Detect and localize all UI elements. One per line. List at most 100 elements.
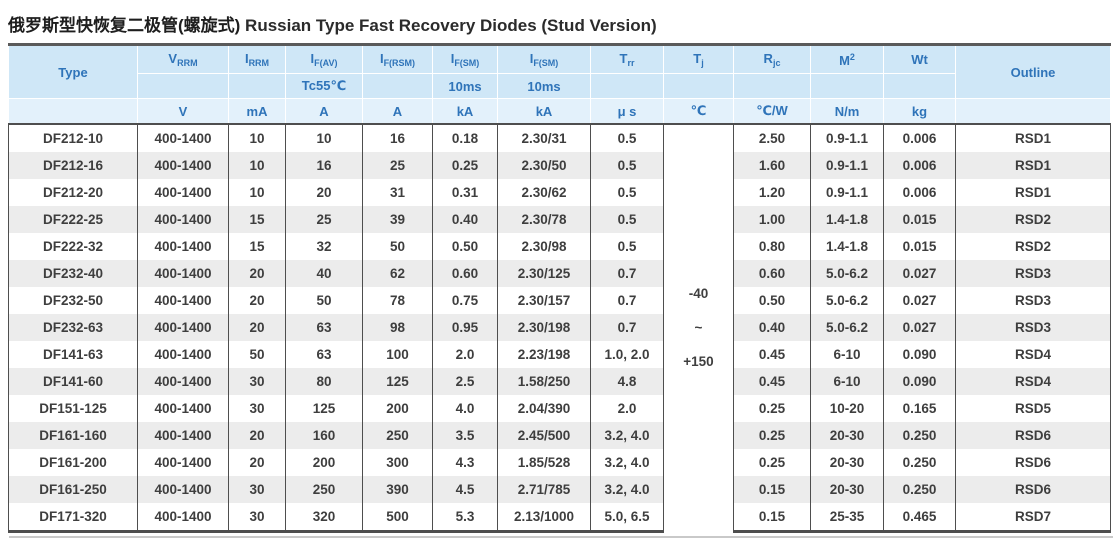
table-cell: 0.9-1.1: [810, 152, 884, 179]
table-cell: 20-30: [810, 449, 884, 476]
table-cell: 2.45/500: [497, 422, 591, 449]
table-cell: 0.9-1.1: [810, 124, 884, 152]
table-cell: 20: [228, 287, 286, 314]
table-cell: 0.090: [883, 368, 956, 395]
table-cell: 320: [285, 503, 363, 533]
table-row: DF141-60 400-1400 30 80 125 2.5 1.58/250 4.8 0.4…: [8, 368, 1111, 395]
table-cell: 0.090: [883, 341, 956, 368]
table-cell: 0.5: [590, 179, 664, 206]
cond-wt: [883, 73, 956, 99]
table-cell: 10-20: [810, 395, 884, 422]
unit-type: [8, 98, 138, 125]
table-row: DF222-32 400-1400 15 32 50 0.50 2.30/98 0.5 0.80…: [8, 233, 1111, 260]
table-cell: 0.006: [883, 152, 956, 179]
col-header-m2: M2: [810, 44, 884, 74]
cond-ifrsm: [362, 73, 433, 99]
table-row: DF232-40 400-1400 20 40 62 0.60 2.30/125 0.7 0.6…: [8, 260, 1111, 287]
table-cell: 0.5: [590, 233, 664, 260]
unit-rjc: ℃/W: [733, 98, 811, 125]
page-title-zh: 俄罗斯型快恢复二极管(螺旋式): [8, 16, 241, 35]
table-row: DF141-63 400-1400 50 63 100 2.0 2.23/198 1.0, 2…: [8, 341, 1111, 368]
table-cell: DF141-60: [8, 368, 138, 395]
table-cell: 0.027: [883, 314, 956, 341]
table-cell: DF171-320: [8, 503, 138, 533]
table-cell: 30: [228, 476, 286, 503]
unit-ifsm-2: kA: [497, 98, 591, 125]
page-title-en: Russian Type Fast Recovery Diodes (Stud …: [240, 16, 657, 35]
table-cell: 15: [228, 233, 286, 260]
table-cell: 0.250: [883, 449, 956, 476]
table-cell: RSD3: [955, 314, 1111, 341]
table-cell: 20: [228, 260, 286, 287]
table-cell: 300: [362, 449, 433, 476]
table-bottom-rule: [9, 536, 1113, 538]
table-cell: 0.15: [733, 503, 811, 533]
table-cell: 25: [285, 206, 363, 233]
table-cell: 2.5: [432, 368, 498, 395]
table-cell: 25-35: [810, 503, 884, 533]
table-cell: 0.25: [432, 152, 498, 179]
table-body: DF212-10 400-1400 10 10 16 0.18 2.30/31 0.5 -40 ~…: [8, 124, 1111, 533]
table-cell: 500: [362, 503, 433, 533]
header-condition-row: Tc55℃ 10ms 10ms: [9, 73, 1111, 99]
table-cell: 2.0: [590, 395, 664, 422]
table-cell: 32: [285, 233, 363, 260]
table-row: DF171-320 400-1400 30 320 500 5.3 2.13/1000 5.0…: [8, 503, 1111, 533]
page-title: 俄罗斯型快恢复二极管(螺旋式) Russian Type Fast Recove…: [0, 0, 1117, 43]
table-cell: 4.5: [432, 476, 498, 503]
table-cell: DF212-16: [8, 152, 138, 179]
table-cell: 0.015: [883, 206, 956, 233]
table-cell: 400-1400: [137, 206, 229, 233]
table-cell: 160: [285, 422, 363, 449]
table-cell: 0.006: [883, 124, 956, 152]
table-cell: 400-1400: [137, 233, 229, 260]
table-cell: RSD5: [955, 395, 1111, 422]
table-cell: 400-1400: [137, 124, 229, 152]
table-cell: 2.30/78: [497, 206, 591, 233]
table-cell: 250: [285, 476, 363, 503]
table-cell: 0.7: [590, 314, 664, 341]
table-cell: 5.0-6.2: [810, 287, 884, 314]
table-cell: 0.40: [432, 206, 498, 233]
cond-irrm: [228, 73, 286, 99]
col-header-trr: Trr: [590, 44, 664, 74]
table-cell: 0.250: [883, 476, 956, 503]
col-header-tj: Tj: [663, 44, 734, 74]
table-cell: 10: [228, 124, 286, 152]
table-cell: 4.0: [432, 395, 498, 422]
table-cell: 0.25: [733, 422, 811, 449]
table-cell: 3.5: [432, 422, 498, 449]
table-cell: 0.25: [733, 395, 811, 422]
table-cell: 1.00: [733, 206, 811, 233]
table-cell: 0.45: [733, 341, 811, 368]
table-cell: 400-1400: [137, 422, 229, 449]
diode-spec-table: Type VRRM IRRM IF(AV) IF(RSM) IF(SM) IF(…: [8, 43, 1111, 533]
table-cell: 0.7: [590, 287, 664, 314]
table-row: DF161-250 400-1400 30 250 390 4.5 2.71/785 3.2,…: [8, 476, 1111, 503]
cond-ifsm-2: 10ms: [497, 73, 591, 99]
table-cell: 1.4-1.8: [810, 233, 884, 260]
tj-range-cell: -40 ~ +150: [663, 124, 734, 532]
unit-tj: ℃: [663, 98, 734, 125]
table-cell: DF222-25: [8, 206, 138, 233]
table-cell: DF212-10: [8, 124, 138, 152]
table-cell: 400-1400: [137, 287, 229, 314]
table-cell: DF161-160: [8, 422, 138, 449]
table-cell: 0.5: [590, 152, 664, 179]
table-cell: 1.60: [733, 152, 811, 179]
col-header-irrm: IRRM: [228, 44, 286, 74]
table-cell: 4.3: [432, 449, 498, 476]
table-cell: 0.7: [590, 260, 664, 287]
table-cell: 0.80: [733, 233, 811, 260]
table-cell: 0.95: [432, 314, 498, 341]
table-row: DF151-125 400-1400 30 125 200 4.0 2.04/390 2.0 0…: [8, 395, 1111, 422]
header-symbol-row: Type VRRM IRRM IF(AV) IF(RSM) IF(SM) IF(…: [8, 44, 1111, 99]
table-cell: 25: [362, 152, 433, 179]
col-header-outline: Outline: [955, 44, 1111, 99]
col-header-type: Type: [8, 44, 138, 99]
unit-trr: μ s: [590, 98, 664, 125]
table-cell: 0.5: [590, 206, 664, 233]
table-cell: 63: [285, 341, 363, 368]
table-cell: 400-1400: [137, 395, 229, 422]
table-cell: 0.31: [432, 179, 498, 206]
